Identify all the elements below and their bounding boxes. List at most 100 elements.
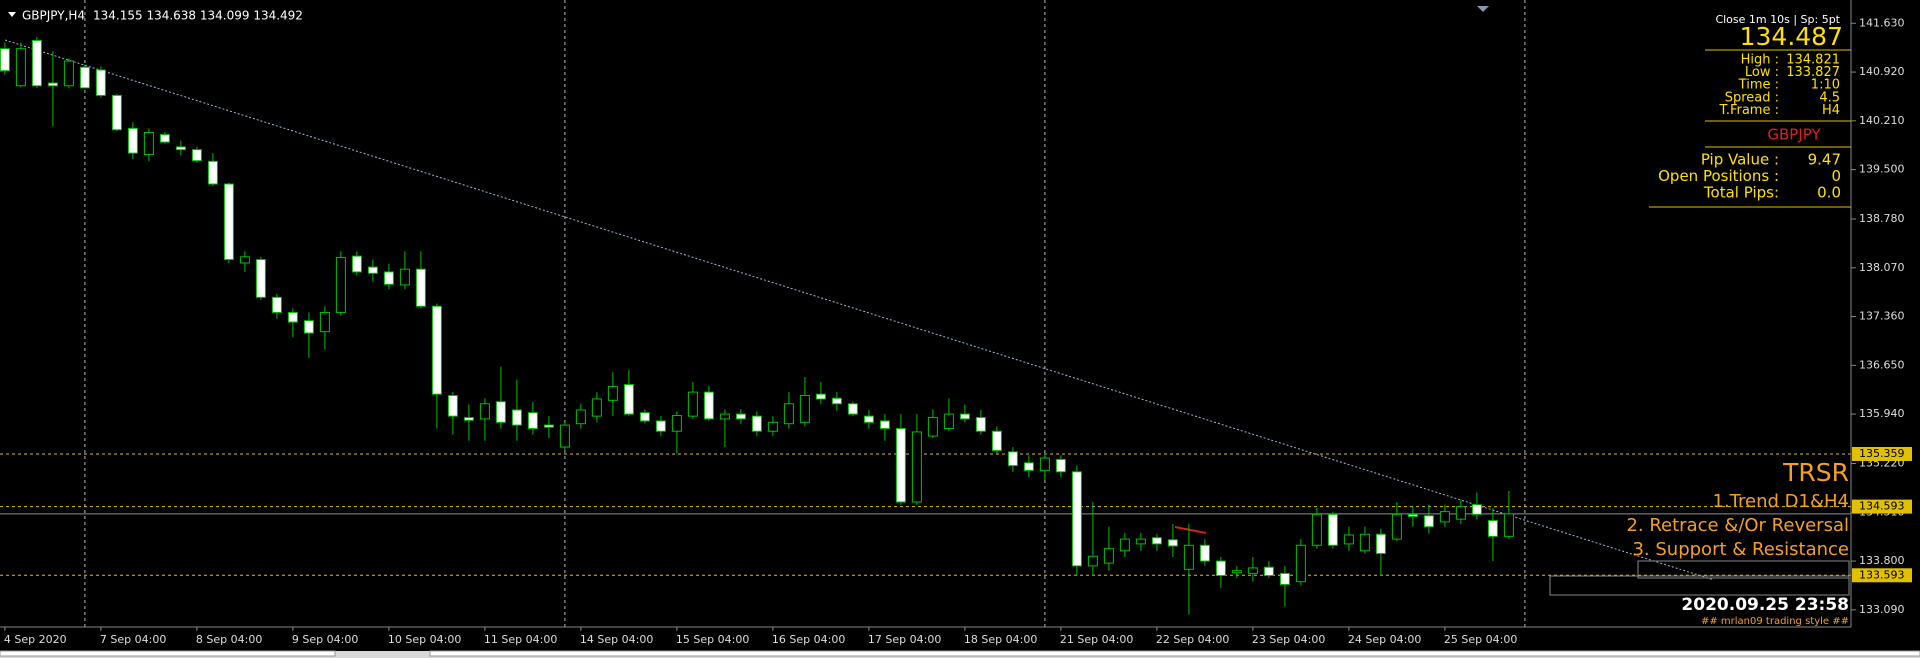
- stat-label: Open Positions :: [1658, 167, 1779, 185]
- y-tick-label: 137.360: [1859, 310, 1905, 323]
- candle-body: [1327, 513, 1338, 546]
- candle-body: [127, 127, 138, 154]
- price: 134.487: [1740, 22, 1843, 51]
- grid: [0, 0, 1851, 627]
- candle-body: [623, 384, 634, 415]
- x-tick-label: 25 Sep 04:00: [1444, 633, 1517, 646]
- candle-body: [1279, 572, 1290, 585]
- candle-body: [1295, 544, 1306, 583]
- overlay: TRSR 1.Trend D1&H4 2. Retrace &/Or Rever…: [1626, 458, 1849, 627]
- candle-body: [47, 82, 58, 87]
- row-label: T.Frame :: [1718, 103, 1779, 118]
- scrollbar[interactable]: [429, 650, 1920, 657]
- x-tick-label: 16 Sep 04:00: [772, 633, 845, 646]
- candle-body: [607, 386, 618, 401]
- candle-body: [559, 424, 570, 448]
- candle-body: [1455, 506, 1466, 520]
- y-tick-label: 138.070: [1859, 261, 1905, 274]
- row-value: 134.821: [1786, 53, 1840, 68]
- candle-body: [463, 417, 474, 421]
- menu-arrow[interactable]: [8, 12, 16, 17]
- overlay-title: TRSR: [1782, 458, 1849, 487]
- candle-body: [1391, 513, 1402, 540]
- level-label-bg: [1852, 446, 1912, 461]
- candle-body: [319, 311, 330, 333]
- candle-body: [943, 413, 954, 430]
- stat-value: 0.0: [1817, 184, 1841, 202]
- x-tick-label: 24 Sep 04:00: [1348, 633, 1421, 646]
- candle-body: [383, 271, 394, 285]
- candle-body: [479, 403, 490, 420]
- candle-body: [367, 266, 378, 274]
- y-tick-label: 135.940: [1859, 407, 1905, 420]
- x-tick-label: 18 Sep 04:00: [964, 633, 1037, 646]
- row-label: High :: [1741, 53, 1779, 68]
- row-value: 1:10: [1811, 78, 1840, 93]
- candle-body: [783, 403, 794, 425]
- row-value: 133.827: [1786, 65, 1840, 80]
- candle-body: [159, 134, 170, 143]
- candle-body: [591, 398, 602, 417]
- candle-body: [79, 66, 90, 89]
- candle-body: [1359, 533, 1370, 552]
- candle-body: [351, 255, 362, 273]
- candle-body: [1023, 462, 1034, 471]
- candle-body: [751, 415, 762, 432]
- stat-value: 9.47: [1808, 151, 1841, 169]
- candle-body: [863, 415, 874, 423]
- candle-body: [1055, 458, 1066, 473]
- candle-body: [1439, 511, 1450, 523]
- trend-line: [4, 39, 1715, 581]
- x-tick-label: 17 Sep 04:00: [868, 633, 941, 646]
- x-tick-label: 10 Sep 04:00: [388, 633, 461, 646]
- shift-marker: [1477, 6, 1489, 12]
- candle-body: [111, 94, 122, 131]
- level-label: 135.359: [1859, 447, 1905, 460]
- candle-body: [815, 393, 826, 400]
- zone-box: [1637, 560, 1850, 579]
- candle-body: [495, 401, 506, 423]
- level-label: 134.593: [1859, 500, 1905, 513]
- ohlc: 134.155 134.638 134.099 134.492: [93, 9, 303, 23]
- candle-body: [687, 391, 698, 417]
- candle-body: [287, 311, 298, 323]
- candle-body: [879, 420, 890, 430]
- candle-body: [975, 417, 986, 432]
- candle-body: [847, 403, 858, 415]
- candle-body: [271, 296, 282, 313]
- candle-body: [1423, 515, 1434, 528]
- x-tick-label: 21 Sep 04:00: [1060, 633, 1133, 646]
- candle-body: [527, 412, 538, 430]
- candle-body: [1375, 533, 1386, 555]
- row-label: Time :: [1738, 78, 1779, 93]
- candle-body: [1199, 544, 1210, 562]
- candle-body: [831, 397, 842, 405]
- candle-body: [63, 60, 74, 87]
- candle-body: [0, 48, 10, 72]
- candle-body: [799, 395, 810, 423]
- candle-body: [143, 131, 154, 155]
- candle-body: [239, 256, 250, 264]
- overlay-line: 1.Trend D1&H4: [1713, 491, 1850, 512]
- tab[interactable]: [0, 650, 336, 657]
- candle-body: [335, 256, 346, 313]
- x-tick-label: 9 Sep 04:00: [292, 633, 358, 646]
- candle-body: [1311, 513, 1322, 546]
- candle-body: [991, 430, 1002, 451]
- x-tick-label: 8 Sep 04:00: [196, 633, 262, 646]
- overlay-line: 3. Support & Resistance: [1632, 539, 1849, 560]
- x-tick-label: 15 Sep 04:00: [676, 633, 749, 646]
- x-tick-label: 7 Sep 04:00: [100, 633, 166, 646]
- candle-body: [1343, 534, 1354, 545]
- panel-symbol: GBPJPY: [1767, 126, 1821, 144]
- timestamp: 2020.09.25 23:58: [1681, 595, 1849, 615]
- x-tick-label: 4 Sep 2020: [4, 633, 67, 646]
- candle-body: [1407, 513, 1418, 517]
- candle-body: [671, 414, 682, 432]
- candle-body: [1007, 451, 1018, 467]
- candle-body: [1135, 538, 1146, 545]
- candle-body: [511, 409, 522, 426]
- row-value: H4: [1822, 103, 1840, 118]
- candle-body: [575, 409, 586, 425]
